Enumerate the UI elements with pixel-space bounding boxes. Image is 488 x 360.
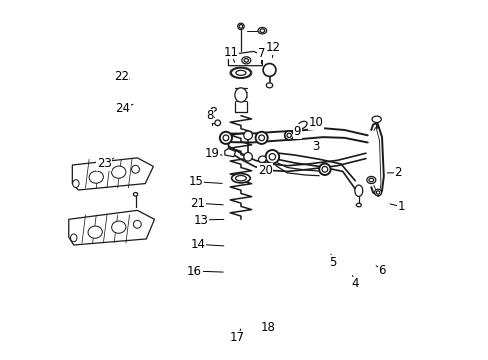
- Circle shape: [244, 153, 252, 161]
- Text: 14: 14: [190, 238, 205, 251]
- Text: 5: 5: [329, 256, 336, 269]
- Text: 7: 7: [257, 47, 265, 60]
- Ellipse shape: [284, 131, 293, 140]
- Text: 20: 20: [257, 164, 272, 177]
- Ellipse shape: [235, 70, 245, 75]
- Text: 12: 12: [265, 41, 280, 54]
- Ellipse shape: [229, 67, 251, 78]
- Polygon shape: [224, 149, 235, 157]
- Text: 18: 18: [260, 321, 275, 334]
- Text: 11: 11: [223, 46, 238, 59]
- Text: 23: 23: [97, 157, 112, 170]
- Ellipse shape: [255, 132, 267, 144]
- Polygon shape: [72, 158, 153, 190]
- Ellipse shape: [88, 226, 102, 238]
- Text: 8: 8: [206, 109, 213, 122]
- Text: 3: 3: [312, 140, 319, 153]
- Text: 10: 10: [308, 116, 323, 129]
- Ellipse shape: [133, 193, 138, 196]
- Ellipse shape: [268, 154, 275, 160]
- Ellipse shape: [131, 165, 139, 173]
- Text: 21: 21: [190, 197, 205, 210]
- Ellipse shape: [244, 59, 248, 62]
- Ellipse shape: [258, 156, 265, 163]
- Ellipse shape: [260, 29, 264, 32]
- Ellipse shape: [371, 116, 381, 122]
- Circle shape: [263, 64, 275, 76]
- Ellipse shape: [374, 189, 381, 196]
- Ellipse shape: [319, 163, 330, 175]
- Text: 17: 17: [229, 332, 244, 345]
- Ellipse shape: [73, 180, 79, 188]
- Text: 24: 24: [115, 102, 130, 115]
- Ellipse shape: [354, 185, 362, 197]
- Ellipse shape: [111, 166, 125, 178]
- Ellipse shape: [368, 178, 373, 182]
- Ellipse shape: [231, 174, 250, 183]
- Ellipse shape: [234, 88, 246, 102]
- Ellipse shape: [89, 171, 103, 183]
- Ellipse shape: [235, 176, 246, 181]
- Ellipse shape: [297, 121, 306, 129]
- Ellipse shape: [322, 166, 327, 172]
- Ellipse shape: [239, 24, 242, 28]
- Ellipse shape: [111, 221, 125, 233]
- Ellipse shape: [231, 68, 250, 78]
- Text: 13: 13: [193, 213, 208, 226]
- Text: 9: 9: [293, 125, 301, 138]
- Ellipse shape: [356, 203, 361, 207]
- Ellipse shape: [258, 135, 264, 141]
- Text: 15: 15: [188, 175, 203, 188]
- Text: 6: 6: [378, 264, 385, 276]
- Ellipse shape: [133, 220, 141, 228]
- Ellipse shape: [266, 83, 272, 88]
- Text: 4: 4: [351, 277, 358, 290]
- Ellipse shape: [220, 132, 231, 144]
- Ellipse shape: [265, 150, 279, 163]
- Ellipse shape: [376, 191, 379, 194]
- Circle shape: [214, 120, 220, 126]
- Text: 2: 2: [393, 166, 401, 179]
- Text: 1: 1: [397, 200, 405, 213]
- Ellipse shape: [286, 133, 291, 138]
- Ellipse shape: [211, 108, 216, 111]
- Circle shape: [244, 131, 252, 140]
- Text: 16: 16: [186, 265, 202, 278]
- Ellipse shape: [223, 135, 228, 141]
- Polygon shape: [69, 210, 154, 245]
- Text: 22: 22: [114, 70, 128, 83]
- Ellipse shape: [237, 23, 244, 30]
- Polygon shape: [228, 51, 262, 66]
- Ellipse shape: [242, 57, 250, 64]
- Ellipse shape: [258, 27, 266, 34]
- Text: 19: 19: [204, 147, 220, 160]
- Ellipse shape: [366, 176, 375, 184]
- Ellipse shape: [70, 234, 77, 242]
